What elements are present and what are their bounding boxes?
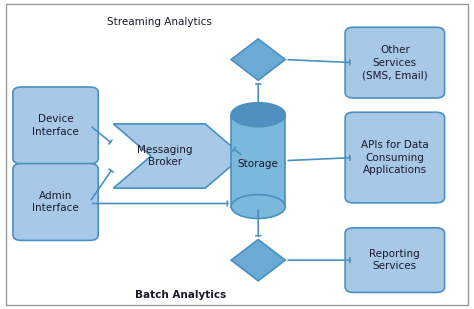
Ellipse shape	[231, 103, 285, 127]
FancyBboxPatch shape	[231, 115, 285, 206]
Polygon shape	[231, 39, 285, 80]
Polygon shape	[231, 239, 285, 281]
Text: Other
Services
(SMS, Email): Other Services (SMS, Email)	[362, 45, 428, 80]
Text: Admin
Interface: Admin Interface	[32, 191, 79, 213]
FancyBboxPatch shape	[13, 163, 98, 240]
Text: Storage: Storage	[238, 159, 279, 169]
Text: Streaming Analytics: Streaming Analytics	[108, 17, 212, 27]
Ellipse shape	[231, 195, 285, 218]
Text: APIs for Data
Consuming
Applications: APIs for Data Consuming Applications	[361, 140, 429, 175]
Text: Messaging
Broker: Messaging Broker	[137, 145, 192, 167]
Text: Batch Analytics: Batch Analytics	[135, 290, 227, 300]
FancyBboxPatch shape	[13, 87, 98, 164]
Text: Device
Interface: Device Interface	[32, 114, 79, 137]
Text: Reporting
Services: Reporting Services	[370, 249, 420, 271]
FancyBboxPatch shape	[345, 228, 445, 292]
FancyBboxPatch shape	[6, 4, 468, 305]
Polygon shape	[113, 124, 243, 188]
FancyBboxPatch shape	[345, 27, 445, 98]
FancyBboxPatch shape	[345, 112, 445, 203]
